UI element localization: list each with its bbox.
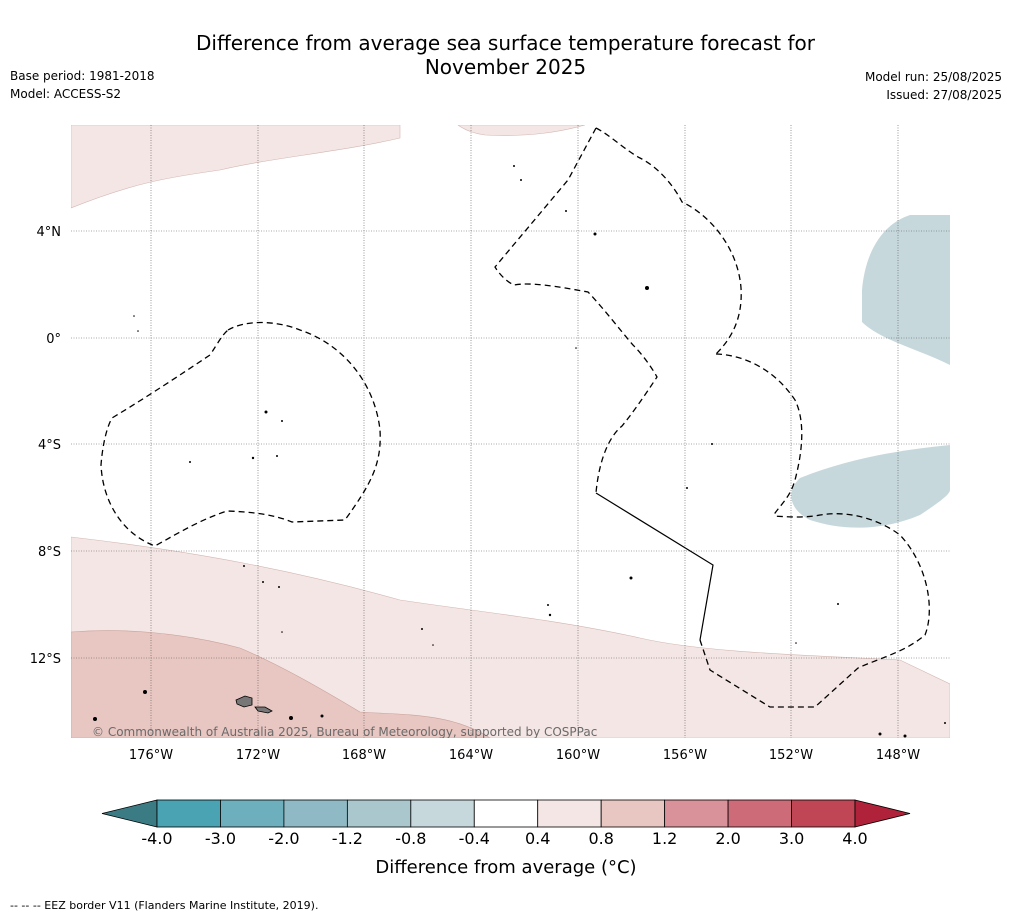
lon-label: 148°W [876, 748, 920, 763]
colorbar-tick-label: 3.0 [779, 829, 804, 848]
lon-label: 164°W [449, 748, 493, 763]
eez-border-west [100, 321, 381, 547]
map-area: © Commonwealth of Australia 2025, Bureau… [71, 125, 950, 739]
anomaly-region-north-small [457, 125, 586, 136]
colorbar-segment [600, 799, 666, 828]
lat-label: 8°S [38, 545, 61, 560]
eez-border-central-west [494, 127, 658, 494]
lat-label: 0° [46, 332, 61, 347]
title-line-1: Difference from average sea surface temp… [195, 31, 815, 55]
lon-label: 160°W [556, 748, 600, 763]
latitude-labels: 4°N 0° 4°S 8°S 12°S [30, 225, 61, 667]
map-title: Difference from average sea surface temp… [0, 31, 1011, 79]
model-name: Model: ACCESS-S2 [10, 87, 122, 101]
eez-border-south-east [699, 513, 930, 708]
lon-label: 156°W [663, 748, 707, 763]
graticule [71, 125, 950, 738]
colorbar-segment [727, 799, 792, 828]
colorbar-tick-label: 0.4 [525, 829, 550, 848]
model-run: Model run: 25/08/2025 [864, 70, 1002, 84]
colorbar-segment [283, 799, 348, 828]
title-line-2: November 2025 [424, 55, 587, 79]
anomaly-region-south-strong [71, 630, 491, 738]
colorbar-over-arrow [854, 799, 911, 828]
colorbar-segment [220, 799, 285, 828]
colorbar-segment [410, 799, 475, 828]
colorbar-tick-label: -0.4 [459, 829, 490, 848]
colorbar-tick-label: -1.2 [332, 829, 363, 848]
eez-border-east [715, 353, 803, 517]
colorbar: -4.0 -3.0 -2.0 -1.2 -0.8 -0.4 0.4 0.8 1.2 2.0 3.0 4… [101, 799, 911, 848]
base-period: Base period: 1981-2018 [10, 69, 155, 83]
island-savaii [235, 695, 253, 708]
colorbar-tick-label: 0.8 [588, 829, 613, 848]
colorbar-tick-label: 2.0 [715, 829, 740, 848]
colorbar-tick-label: -0.8 [395, 829, 426, 848]
lon-label: 172°W [236, 748, 280, 763]
island-upolu [254, 706, 273, 714]
colorbar-segment [664, 799, 729, 828]
issued-date: Issued: 27/08/2025 [886, 88, 1002, 102]
colorbar-tick-label: 1.2 [652, 829, 677, 848]
anomaly-region-north [71, 125, 401, 209]
colorbar-label: Difference from average (°C) [375, 857, 636, 878]
eez-border-solid [595, 492, 714, 641]
copyright-text: © Commonwealth of Australia 2025, Bureau… [92, 725, 597, 739]
cool-region-north-east [862, 215, 950, 365]
meta-left: Base period: 1981-2018 Model: ACCESS-S2 [10, 67, 155, 103]
islands [235, 695, 273, 714]
colorbar-segment [791, 799, 856, 828]
colorbar-under-arrow [101, 799, 158, 828]
eez-borders [100, 127, 930, 708]
eez-border-central [595, 127, 742, 355]
longitude-labels: 176°W 172°W 168°W 164°W 160°W 156°W 152°W 148°W [129, 748, 920, 763]
lon-label: 168°W [342, 748, 386, 763]
lon-label: 152°W [769, 748, 813, 763]
meta-right: Model run: 25/08/2025 Issued: 27/08/2025 [865, 68, 1002, 104]
lat-label: 12°S [30, 652, 61, 667]
colorbar-segment [473, 799, 539, 828]
colorbar-tick-label: 4.0 [842, 829, 867, 848]
lon-label: 176°W [129, 748, 173, 763]
atolls [93, 165, 946, 738]
eez-border-note: -- -- -- EEZ border V11 (Flanders Marine… [10, 899, 319, 912]
lat-label: 4°S [38, 438, 61, 453]
colorbar-segment [156, 799, 221, 828]
colorbar-segment [346, 799, 412, 828]
cool-region-south-east [791, 445, 950, 528]
colorbar-tick-label: -3.0 [205, 829, 236, 848]
colorbar-tick-label: -2.0 [268, 829, 299, 848]
colorbar-segment [537, 799, 602, 828]
colorbar-tick-label: -4.0 [141, 829, 172, 848]
lat-label: 4°N [37, 225, 62, 240]
